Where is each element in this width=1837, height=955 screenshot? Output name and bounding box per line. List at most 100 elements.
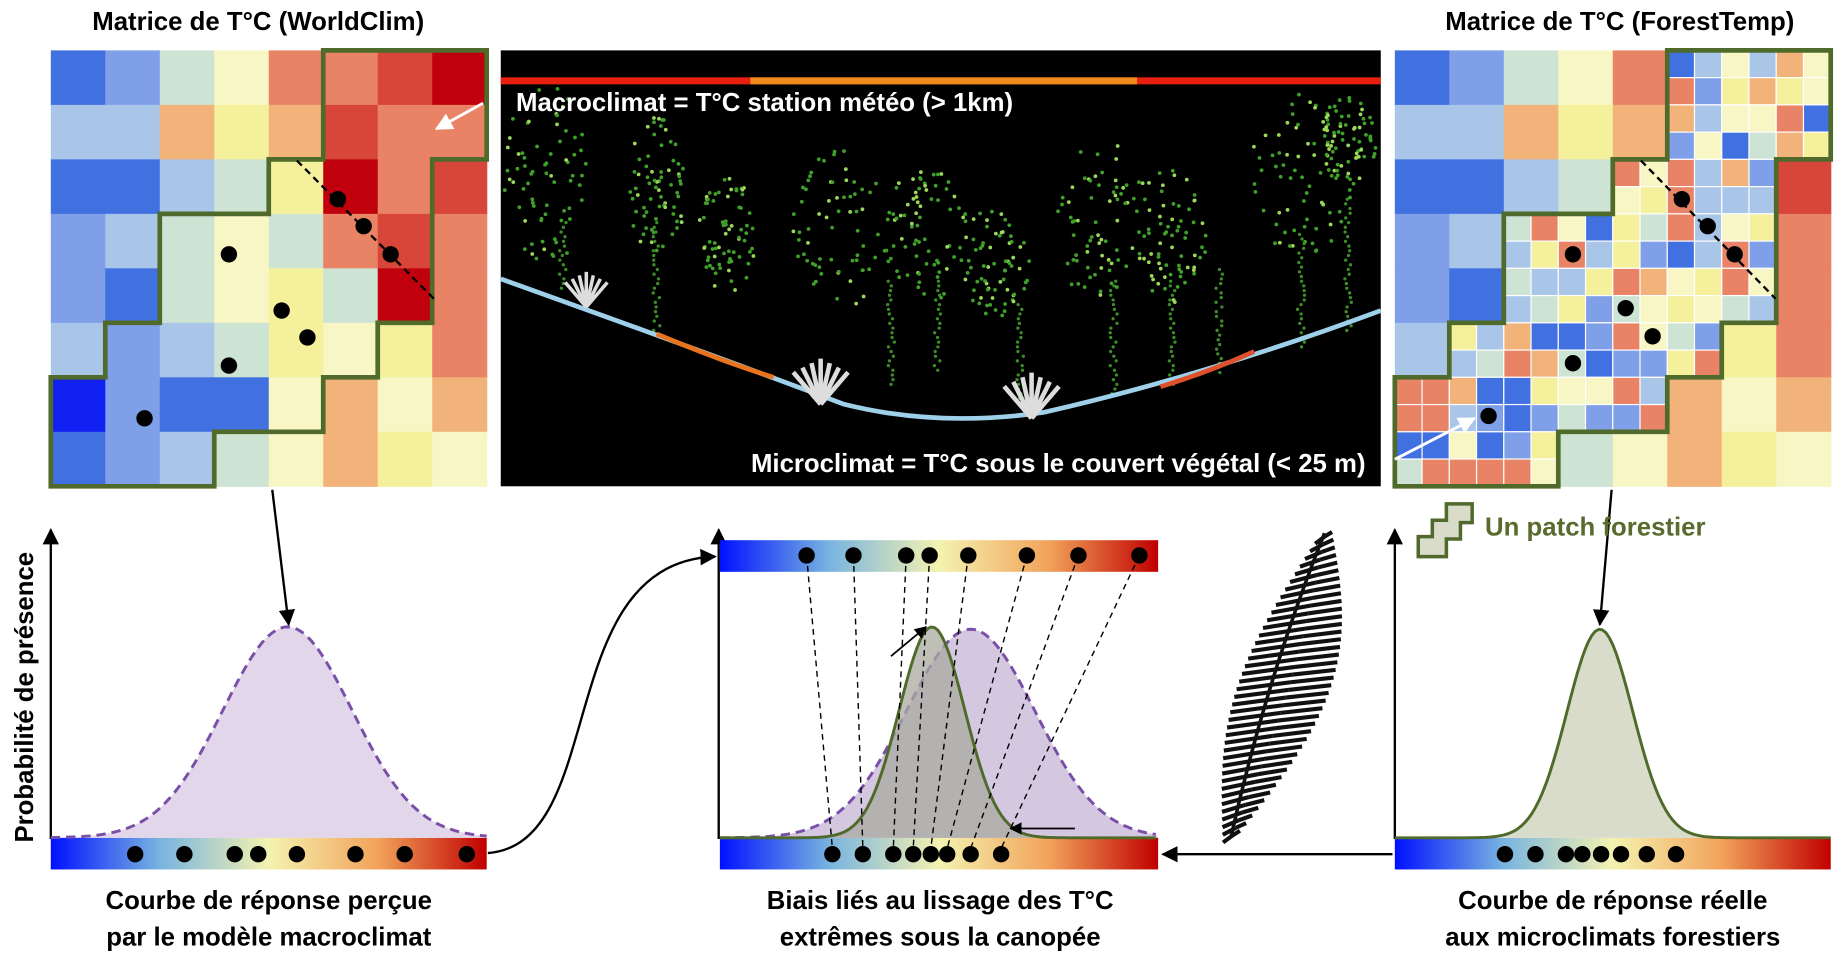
lidar-point [935,335,940,340]
lidar-point [1346,253,1351,258]
lidar-point [1071,233,1076,237]
lidar-point [1168,272,1173,277]
lidar-point [926,249,931,254]
fern-leaflet [1292,667,1336,677]
sub-cell [1693,77,1723,106]
lidar-point [1297,260,1301,265]
lidar-point [573,135,577,140]
lidar-point [502,188,507,193]
lidar-point [565,251,569,256]
lidar-point [889,298,893,302]
sub-cell [1448,458,1478,487]
lidar-point [1114,285,1119,289]
fern-leaflet [1236,680,1291,692]
cell [268,322,324,378]
lidar-point [1372,151,1377,156]
lidar-point [1172,173,1177,178]
perceived-curve-outline [50,625,487,840]
lidar-point [1111,298,1115,302]
fern-leaflet [1311,591,1342,600]
lidar-point [988,303,993,307]
fern-leaflet [1290,675,1334,685]
lidar-point [1056,209,1060,214]
dot [1527,846,1544,863]
fern-leaflet [1221,802,1247,814]
lidar-point [657,116,661,121]
fern-leaflet [1251,641,1302,653]
lidar-point [1278,240,1282,245]
lidar-point [836,209,841,214]
sub-cell [1666,213,1696,242]
lidar-point [1300,256,1304,260]
sub-cell [1557,322,1587,351]
sub-cell [1666,77,1696,106]
fern-frond [1029,384,1061,420]
lidar-point [952,255,956,259]
sub-cell [1557,213,1587,242]
sub-cell [1612,213,1641,242]
fern-leaflet [1310,598,1342,608]
lidar-point [1300,175,1304,180]
sub-cell [1693,322,1723,351]
sub-cell [1639,349,1668,378]
lidar-point [1200,221,1205,226]
lidar-point [653,239,657,244]
lidar-point [1327,147,1331,152]
lidar-point [929,197,934,202]
fern-leaflet [1221,779,1256,791]
lidar-point [651,291,655,295]
lidar-point [1168,312,1172,316]
lidar-point [917,240,921,244]
lidar-point [1115,312,1119,316]
lidar-point [1143,197,1147,202]
lidar-point [526,181,530,186]
lidar-point [1111,378,1116,382]
lidar-point [1297,270,1302,274]
sub-cell [1557,376,1587,406]
fern-leaflet [1247,649,1300,661]
ground-line-warm [655,331,775,380]
lidar-point [854,258,859,263]
lidar-point [1116,258,1121,262]
pointer [434,101,484,131]
fern-leaflet [1283,698,1326,708]
lidar-point [891,378,895,382]
forest-patch-outline [1392,48,1834,489]
lidar-point [1015,378,1019,382]
lidar-point [1215,328,1219,333]
sub-cell [1584,322,1614,351]
sub-cell [1612,376,1641,406]
lidar-point [1179,219,1183,223]
lidar-point [515,166,520,171]
lidar-point [1170,293,1175,297]
lidar-point [552,180,557,184]
lidar-point [661,244,665,249]
lidar-point [1173,288,1177,293]
lidar-point [867,267,872,272]
lidar-point [729,224,734,228]
lidar-point [1011,299,1016,304]
shift-line [805,555,834,849]
lidar-point [652,263,656,267]
sub-cell [1612,158,1641,188]
lidar-point [557,272,562,276]
shift-line [946,555,1028,849]
lidar-point [1192,271,1196,276]
lidar-point [1344,216,1348,220]
lidar-point [1003,268,1007,273]
lidar-point [679,182,683,186]
lidar-point [971,217,976,221]
sub-cell [1775,104,1805,133]
lidar-point [570,173,575,178]
lidar-point [706,255,711,260]
cell [1503,159,1559,215]
lidar-point [860,207,865,212]
lidar-point [1344,202,1348,206]
lidar-point [1345,328,1349,333]
sub-cell [1612,322,1641,351]
lidar-point [711,198,716,203]
lidar-point [903,244,908,249]
lidar-point [1109,293,1113,297]
lidar-point [1203,250,1207,255]
fern-leaflet [1226,718,1279,730]
